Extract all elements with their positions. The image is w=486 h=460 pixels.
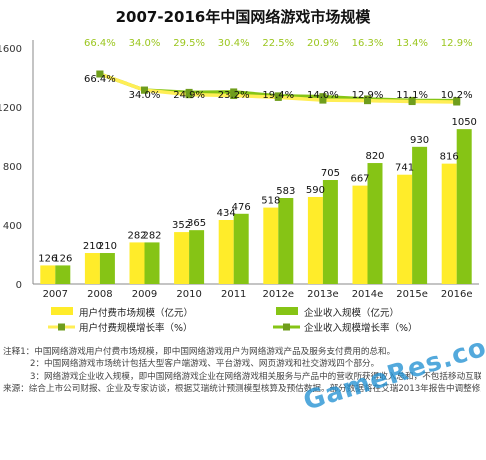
chart-title: 2007-2016年中国网络游戏市场规模	[115, 8, 371, 26]
bar-revenue	[144, 242, 160, 284]
bar-label-user-pay: 667	[350, 174, 369, 185]
bar-user-pay	[129, 242, 145, 284]
bar-user-pay	[397, 174, 413, 284]
chart-svg: 0 400 800 1200 1600 2007 2008 2009 2010 2011 2012e…	[0, 38, 479, 334]
legend-label: 用户付费市场规模（亿元）	[79, 307, 193, 319]
footnotes: 注释1：中国网络游戏用户付费市场规模，即中国网络游戏用户为网络游戏产品及服务支付…	[3, 346, 481, 395]
bar-label-revenue: 126	[53, 253, 72, 264]
x-tick-label: 2011	[221, 289, 246, 300]
legend-marker	[58, 323, 65, 331]
bar-revenue	[367, 163, 383, 284]
bar-label-revenue: 476	[232, 202, 251, 213]
bar-label-revenue: 282	[142, 230, 161, 241]
label-user-pay-growth: 14.0%	[307, 90, 339, 101]
bar-revenue	[99, 253, 115, 284]
bar-revenue	[189, 230, 205, 284]
label-user-pay-growth: 11.1%	[396, 90, 428, 101]
marker-user-pay-growth	[141, 86, 148, 94]
x-tick-label: 2013e	[307, 289, 339, 300]
bar-label-revenue: 583	[276, 186, 295, 197]
y-tick-label: 800	[3, 162, 22, 173]
label-user-pay-growth: 23.2%	[218, 90, 250, 101]
bar-label-user-pay: 816	[440, 152, 459, 163]
label-user-pay-growth: 10.2%	[441, 90, 473, 101]
x-tick-label: 2007	[43, 289, 68, 300]
bar-revenue	[412, 146, 428, 284]
legend-label: 企业收入规模（亿元）	[304, 307, 399, 319]
label-revenue-growth: 30.4%	[218, 38, 250, 49]
x-tick-label: 2016e	[441, 289, 473, 300]
marker-user-pay-growth	[96, 70, 104, 78]
bar-label-revenue: 365	[187, 218, 206, 229]
x-tick-label: 2015e	[396, 289, 428, 300]
bar-label-user-pay: 126	[38, 253, 57, 264]
legend-swatch	[276, 307, 298, 315]
bar-user-pay	[352, 185, 368, 284]
label-revenue-growth: 13.4%	[396, 38, 428, 49]
marker-user-pay-growth	[408, 98, 416, 106]
marker-user-pay-growth	[230, 92, 238, 100]
label-revenue-growth: 12.9%	[441, 38, 473, 49]
y-tick-label: 1200	[0, 103, 22, 114]
bar-revenue	[322, 180, 338, 284]
x-tick-label: 2012e	[262, 289, 294, 300]
note-3: 3：网络游戏企业收入规模，即中国网络游戏企业在网络游戏相关服务与产品中的营收所获…	[30, 371, 481, 382]
bar-user-pay	[307, 196, 323, 284]
x-tick-label: 2009	[132, 289, 157, 300]
label-user-pay-growth: 34.0%	[129, 90, 161, 101]
bar-user-pay	[263, 207, 279, 284]
bar-user-pay	[84, 253, 100, 284]
note-2: 2：中国网络游戏市场统计包括大型客户端游戏、平台游戏、网页游戏和社交游戏四个部分…	[30, 359, 380, 370]
bar-label-user-pay: 210	[83, 241, 102, 252]
label-user-pay-growth: 24.9%	[173, 90, 205, 101]
bar-revenue	[278, 198, 294, 284]
y-tick-label: 400	[3, 221, 22, 232]
label-user-pay-growth: 19.4%	[262, 90, 294, 101]
marker-user-pay-growth	[274, 93, 282, 101]
bar-label-user-pay: 518	[261, 196, 280, 207]
note-1: 注释1：中国网络游戏用户付费市场规模，即中国网络游戏用户为网络游戏产品及服务支付…	[3, 347, 396, 357]
bar-label-user-pay: 434	[217, 208, 236, 219]
legend-label: 企业收入规模增长率（%）	[304, 322, 418, 334]
bar-user-pay	[218, 219, 234, 284]
bar-label-revenue: 210	[98, 241, 117, 252]
x-tick-label: 2008	[87, 289, 112, 300]
marker-user-pay-growth	[319, 96, 327, 104]
marker-user-pay-growth	[364, 97, 371, 105]
bar-label-user-pay: 741	[395, 163, 414, 174]
bar-revenue	[456, 129, 472, 284]
bar-label-user-pay: 590	[306, 185, 325, 196]
bar-user-pay	[441, 163, 457, 284]
marker-user-pay-growth	[453, 98, 461, 106]
x-tick-label: 2010	[176, 289, 201, 300]
label-revenue-growth: 20.9%	[307, 38, 339, 49]
bar-revenue	[233, 213, 249, 284]
bar-label-user-pay: 282	[127, 230, 146, 241]
marker-user-pay-growth	[185, 91, 193, 99]
bar-label-revenue: 1050	[451, 117, 476, 128]
label-revenue-growth: 22.5%	[262, 38, 294, 49]
label-user-pay-growth: 12.9%	[352, 90, 384, 101]
bar-label-user-pay: 352	[172, 220, 191, 231]
legend-swatch	[51, 307, 73, 315]
bar-user-pay	[40, 265, 56, 284]
bar-label-revenue: 820	[365, 151, 384, 162]
bar-user-pay	[174, 232, 190, 284]
bar-revenue	[55, 265, 71, 284]
legend-marker	[283, 323, 290, 331]
bar-label-revenue: 705	[321, 168, 340, 179]
bar-label-revenue: 930	[410, 135, 429, 146]
label-user-pay-growth: 66.4%	[84, 74, 116, 85]
x-tick-label: 2014e	[352, 289, 384, 300]
y-tick-label: 1600	[0, 44, 22, 55]
legend-label: 用户付费规模增长率（%）	[79, 322, 193, 334]
label-revenue-growth: 29.5%	[173, 38, 205, 49]
note-source: 来源：综合上市公司财报、企业及专家访谈，根据艾瑞统计预测模型核算及预估数据。部分…	[3, 383, 481, 394]
label-revenue-growth: 66.4%	[84, 38, 116, 49]
label-revenue-growth: 34.0%	[129, 38, 161, 49]
label-revenue-growth: 16.3%	[352, 38, 384, 49]
marker-revenue-growth	[230, 88, 238, 96]
y-tick-label: 0	[16, 280, 22, 291]
